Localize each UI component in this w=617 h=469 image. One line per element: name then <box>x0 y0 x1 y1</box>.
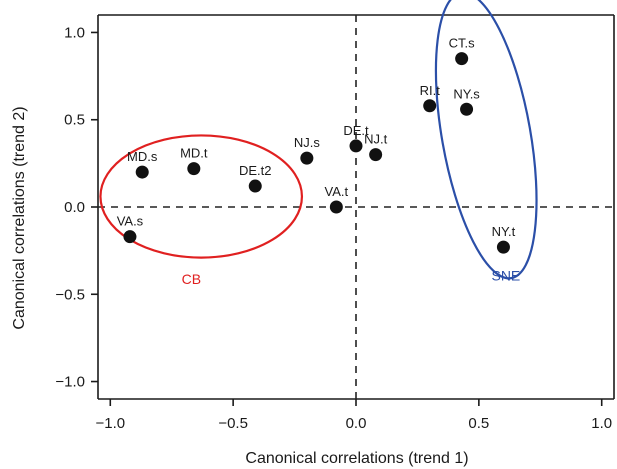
data-point <box>187 162 201 176</box>
data-label: NY.t <box>492 224 516 239</box>
data-label: MD.t <box>180 146 208 161</box>
x-tick-label: 1.0 <box>591 415 612 432</box>
y-tick-label: 0.5 <box>64 112 85 129</box>
data-point <box>423 99 437 113</box>
y-tick-label: 0.0 <box>64 199 85 216</box>
data-point <box>349 139 363 153</box>
y-axis-title: Canonical correlations (trend 2) <box>11 106 28 329</box>
data-label: NJ.s <box>294 135 321 150</box>
axis-ticks: −1.0 −0.5 0.0 0.5 1.0 1.0 0.5 0.0 −0.5 −1.0 <box>55 24 612 432</box>
data-point <box>248 179 262 193</box>
group-ellipses: CB SNE <box>99 0 538 287</box>
data-point <box>496 240 510 254</box>
data-label: DE.t2 <box>239 163 272 178</box>
x-tick-label: 0.5 <box>468 415 489 432</box>
data-label: RI.t <box>420 83 441 98</box>
group-ellipse-sne <box>434 0 538 280</box>
data-point <box>123 230 137 244</box>
data-label: DE.t <box>343 123 369 138</box>
group-label-sne: SNE <box>491 267 520 283</box>
y-tick-label: −1.0 <box>55 374 85 391</box>
x-tick-label: 0.0 <box>346 415 367 432</box>
data-label: CT.s <box>449 36 476 51</box>
data-point <box>329 200 343 214</box>
data-point <box>455 52 469 66</box>
data-label: NY.s <box>453 86 480 101</box>
x-tick-label: −0.5 <box>218 415 248 432</box>
data-point <box>135 165 149 179</box>
group-label-cb: CB <box>182 271 201 287</box>
data-point <box>460 102 474 116</box>
data-label: NJ.t <box>364 132 388 147</box>
y-tick-label: 1.0 <box>64 24 85 41</box>
data-points: CT.s RI.t NY.s NY.t DE.tNJ.t NJ.s VA.t MD.s MD.t… <box>117 36 516 254</box>
data-point <box>369 148 383 162</box>
group-ellipse-cb <box>99 134 304 259</box>
data-point <box>300 151 314 165</box>
y-tick-label: −0.5 <box>55 286 85 303</box>
data-label: VA.t <box>325 184 349 199</box>
data-label: MD.s <box>127 149 158 164</box>
x-tick-label: −1.0 <box>95 415 125 432</box>
reference-lines <box>98 15 614 399</box>
x-axis-title: Canonical correlations (trend 1) <box>245 450 468 467</box>
data-label: VA.s <box>117 214 144 229</box>
